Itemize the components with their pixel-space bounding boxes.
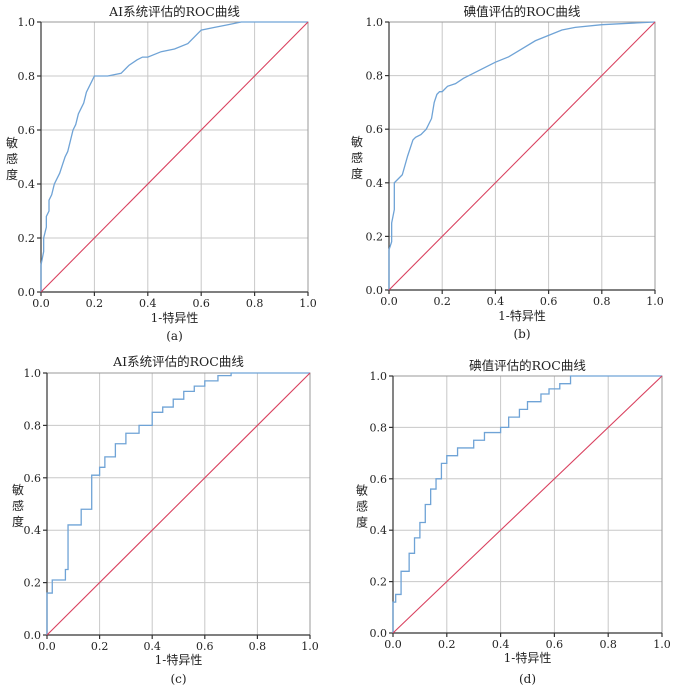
panel-4-y-tick-label: 1.0 <box>370 370 388 383</box>
panel-3-x-tick-label: 0.4 <box>143 640 161 653</box>
panel-4-y-tick-label: 0.4 <box>370 524 388 537</box>
panel-2-x-tick-label: 0.8 <box>593 295 611 308</box>
panel-1-x-tick-label: 0.0 <box>32 297 50 310</box>
panel-2-y-tick-label: 0.6 <box>366 123 384 136</box>
panel-1-x-tick-label: 0.4 <box>139 297 157 310</box>
panel-3-x-tick-label: 0.0 <box>38 640 56 653</box>
panel-4-x-tick-label: 0.4 <box>492 638 510 651</box>
panel-4-y-tick-label: 0.0 <box>370 627 388 640</box>
panel-1-y-tick-label: 1.0 <box>18 16 36 29</box>
panel-2-x-tick-label: 0.4 <box>487 295 505 308</box>
panel-1-y-axis-label: 敏感度 <box>6 135 18 182</box>
panel-1-y-tick-label: 0.2 <box>18 232 36 245</box>
panel-3-y-tick-label: 0.0 <box>24 629 42 642</box>
panel-3-x-axis-label: 1-特异性 <box>155 652 203 667</box>
panel-3-y-tick-label: 0.6 <box>24 472 42 485</box>
panel-3-roc-curve <box>46 372 310 635</box>
panel-1-roc-curve <box>40 21 308 292</box>
panel-3-y-tick-label: 0.4 <box>24 524 42 537</box>
panel-3-y-tick-label: 0.2 <box>24 577 42 590</box>
panel-2-x-tick-label: 1.0 <box>646 295 664 308</box>
panel-3-x-tick-label: 0.2 <box>91 640 109 653</box>
panel-1-y-tick-label: 0.4 <box>18 178 36 191</box>
panel-4-caption: (d) <box>519 672 536 686</box>
panel-2-roc-curve <box>388 21 656 290</box>
panel-3-chart-title: AI系统评估的ROC曲线 <box>112 354 244 369</box>
panel-1-x-tick-label: 0.6 <box>192 297 210 310</box>
panel-3-y-tick-label: 0.8 <box>24 419 42 432</box>
panel-3-y-axis-label: 敏感度 <box>12 482 24 529</box>
panel-2-x-tick-label: 0.6 <box>540 295 558 308</box>
panel-2-reference-line <box>388 21 656 291</box>
panel-1-y-tick-label: 0.8 <box>18 70 36 83</box>
panel-3-y-tick-label: 1.0 <box>24 367 42 380</box>
panel-3-caption: (c) <box>170 672 186 686</box>
panel-4-roc-curve <box>392 375 662 633</box>
panel-3-x-tick-label: 0.6 <box>196 640 214 653</box>
panel-2-y-tick-label: 0.2 <box>366 230 384 243</box>
panel-4-x-tick-label: 0.0 <box>384 638 402 651</box>
panel-4-x-tick-label: 0.8 <box>599 638 617 651</box>
panel-4-chart-title: 碘值评估的ROC曲线 <box>469 358 586 373</box>
panel-4-y-tick-label: 0.2 <box>370 576 388 589</box>
panel-1-x-tick-label: 0.2 <box>86 297 104 310</box>
panel-1-x-axis-label: 1-特异性 <box>151 310 199 325</box>
panel-1-x-tick-label: 0.8 <box>246 297 264 310</box>
panel-4-x-tick-label: 0.2 <box>438 638 456 651</box>
panel-1-y-tick-label: 0.6 <box>18 124 36 137</box>
panel-4-x-tick-label: 0.6 <box>546 638 564 651</box>
panel-2-y-axis-label: 敏感度 <box>351 134 363 181</box>
panel-2-caption: (b) <box>513 327 530 341</box>
panel-1-reference-line <box>40 21 309 293</box>
panel-4-y-tick-label: 0.8 <box>370 421 388 434</box>
panel-4-x-tick-label: 1.0 <box>653 638 671 651</box>
panel-2-x-tick-label: 0.0 <box>380 295 398 308</box>
panel-1-x-tick-label: 1.0 <box>299 297 317 310</box>
panel-2-y-tick-label: 0.4 <box>366 177 384 190</box>
panel-2-x-tick-label: 0.2 <box>433 295 451 308</box>
panel-4-reference-line <box>392 375 663 634</box>
panel-3-x-tick-label: 1.0 <box>301 640 319 653</box>
panel-3-x-tick-label: 0.8 <box>249 640 267 653</box>
panel-2-y-tick-label: 0.8 <box>366 70 384 83</box>
panel-3-reference-line <box>46 372 311 636</box>
panel-1-chart-title: AI系统评估的ROC曲线 <box>108 4 240 19</box>
panel-4-y-axis-label: 敏感度 <box>356 483 368 530</box>
panel-1-y-tick-label: 0.0 <box>18 286 36 299</box>
panel-2-y-tick-label: 0.0 <box>366 284 384 297</box>
panel-4-y-tick-label: 0.6 <box>370 473 388 486</box>
panel-2-y-tick-label: 1.0 <box>366 16 384 29</box>
panel-2-chart-title: 碘值评估的ROC曲线 <box>464 4 581 19</box>
panel-4-x-axis-label: 1-特异性 <box>504 650 552 665</box>
panel-2-x-axis-label: 1-特异性 <box>498 308 546 323</box>
panel-1-caption: (a) <box>166 329 183 343</box>
